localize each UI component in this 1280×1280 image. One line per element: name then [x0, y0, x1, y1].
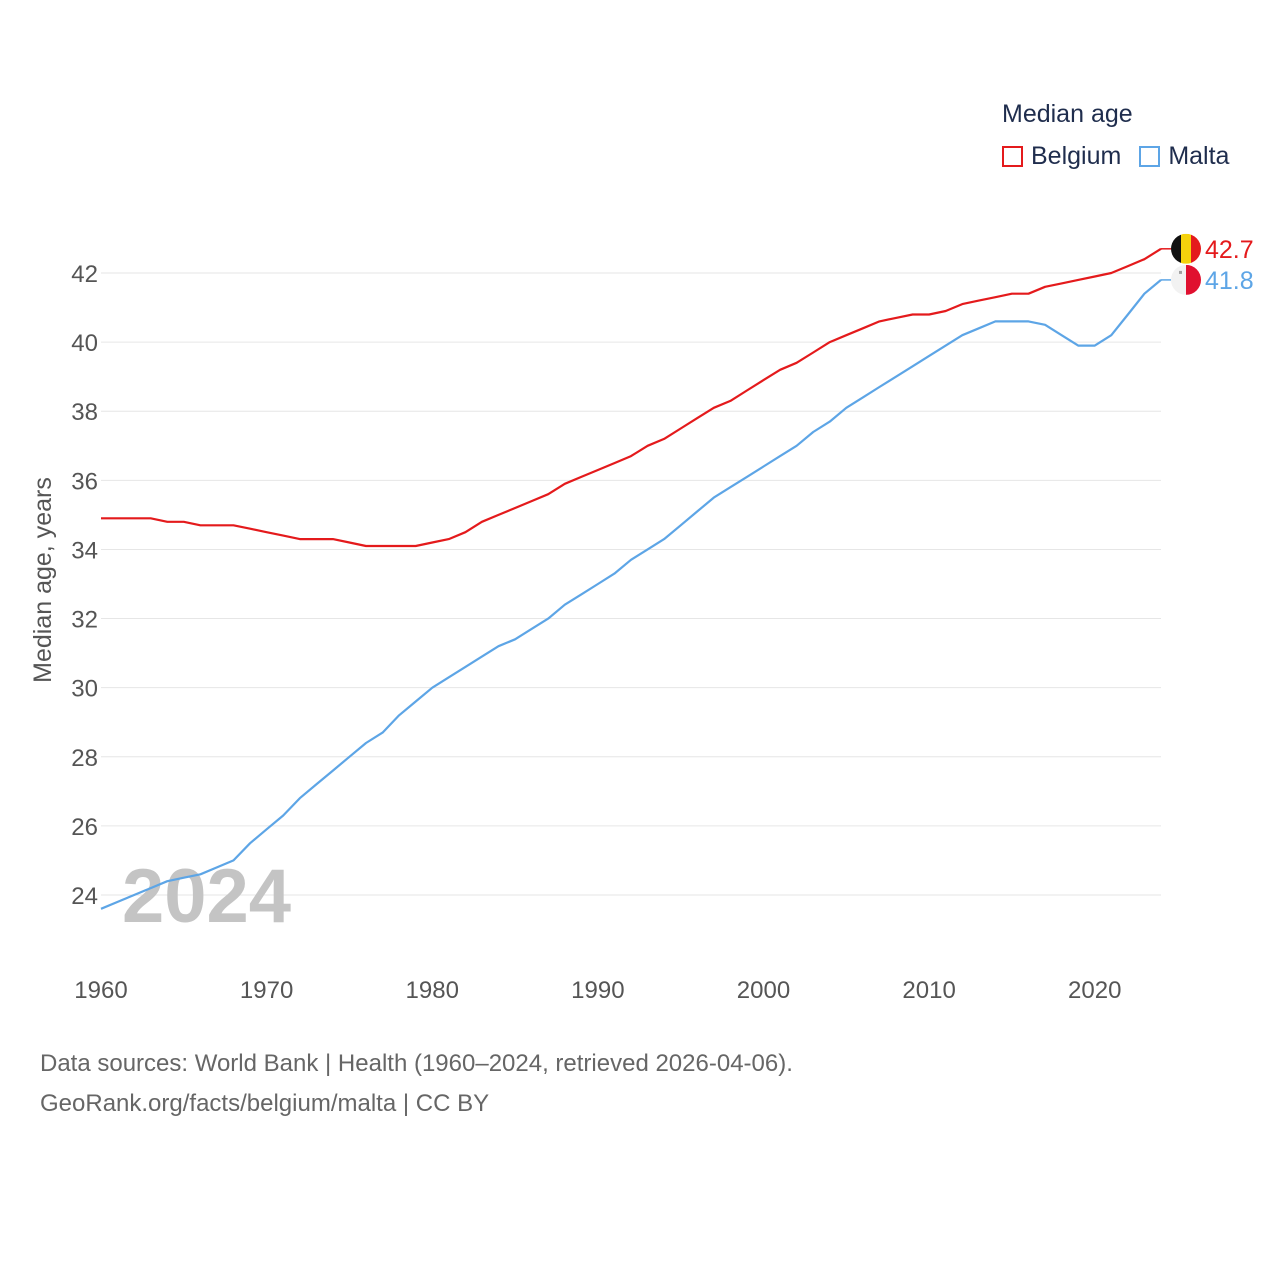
- series-line-malta: [100, 279, 1162, 910]
- gridlines: [101, 272, 1161, 896]
- series-line-belgium: [101, 247, 1162, 548]
- malta-flag-icon: [1171, 264, 1201, 295]
- y-tick-40: 40: [71, 330, 98, 357]
- source-link[interactable]: GeoRank.org/facts/belgium/malta | CC BY: [40, 1090, 490, 1117]
- data-sources-text: Data sources: World Bank | Health (1960–…: [40, 1050, 793, 1077]
- x-tick-1960: 1960: [74, 977, 127, 1004]
- y-tick-38: 38: [71, 399, 98, 426]
- end-label-belgium: 42.7: [1205, 236, 1254, 264]
- x-tick-2000: 2000: [737, 977, 790, 1004]
- y-axis-label: Median age, years: [29, 477, 57, 683]
- y-tick-24: 24: [71, 883, 98, 910]
- y-tick-30: 30: [71, 676, 98, 703]
- series-end-markers: 42.7 41.8: [1161, 233, 1254, 295]
- legend-swatch-malta: [1139, 146, 1161, 167]
- legend-title: Median age: [1002, 100, 1133, 128]
- legend-label-malta: Malta: [1168, 142, 1230, 170]
- y-tick-36: 36: [71, 468, 98, 495]
- y-tick-42: 42: [71, 261, 98, 288]
- y-tick-32: 32: [71, 607, 98, 634]
- belgium-flag-icon: [1171, 233, 1201, 264]
- legend-item-malta[interactable]: Malta: [1139, 142, 1229, 171]
- footer: Data sources: World Bank | Health (1960–…: [40, 1044, 793, 1124]
- y-tick-26: 26: [71, 814, 98, 841]
- x-tick-1980: 1980: [406, 977, 459, 1004]
- series-lines: [100, 247, 1162, 910]
- legend: Belgium Malta: [1002, 142, 1247, 171]
- x-tick-1970: 1970: [240, 977, 293, 1004]
- x-tick-2010: 2010: [902, 977, 955, 1004]
- x-tick-1990: 1990: [571, 977, 624, 1004]
- y-tick-34: 34: [71, 537, 98, 564]
- y-tick-28: 28: [71, 745, 98, 772]
- legend-item-belgium[interactable]: Belgium: [1002, 142, 1121, 171]
- year-watermark: 2024: [122, 854, 291, 939]
- x-tick-labels: 1960 1970 1980 1990 2000 2010 2020: [74, 977, 1121, 1004]
- legend-label-belgium: Belgium: [1031, 142, 1122, 170]
- legend-swatch-belgium: [1002, 146, 1023, 167]
- end-label-malta: 41.8: [1205, 267, 1254, 295]
- y-tick-labels: 24 26 28 30 32 34 36 38 40 42: [71, 261, 98, 910]
- x-tick-2020: 2020: [1068, 977, 1121, 1004]
